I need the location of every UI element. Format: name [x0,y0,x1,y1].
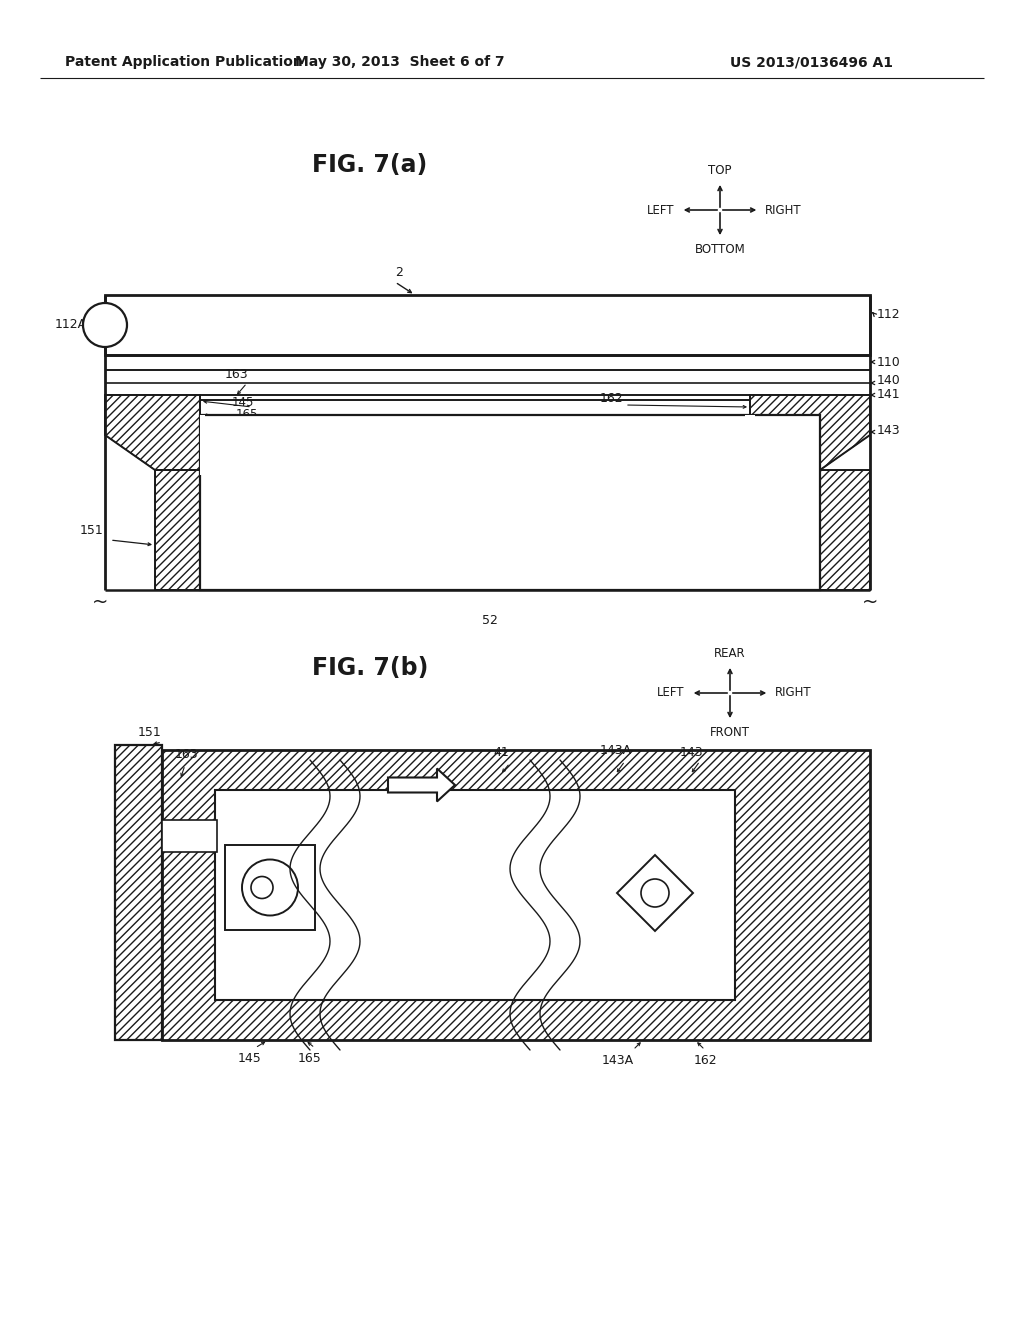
Text: REAR: REAR [714,647,745,660]
Text: FIG. 7(a): FIG. 7(a) [312,153,428,177]
Text: LEFT: LEFT [647,203,675,216]
Text: 162: 162 [693,1053,717,1067]
Bar [200,414,205,475]
Text: 145: 145 [239,1052,262,1064]
Text: Patent Application Publication: Patent Application Publication [65,55,303,69]
Bar [200,414,820,590]
Text: 163: 163 [175,748,199,762]
Bar [215,789,735,1001]
Text: 110: 110 [877,355,901,368]
Circle shape [251,876,273,899]
Polygon shape [388,768,455,801]
Text: 143A: 143A [600,744,632,758]
Bar [105,294,870,355]
Bar [745,414,755,475]
Circle shape [242,859,298,916]
Text: FIG. 7(b): FIG. 7(b) [312,656,428,680]
Text: 112: 112 [877,309,901,322]
Text: 162: 162 [600,392,624,405]
Text: TOP: TOP [709,164,732,177]
Text: ~: ~ [862,593,879,611]
Text: 112A: 112A [55,318,87,331]
Text: 143: 143 [877,424,901,437]
Bar [115,744,162,1040]
Text: 143: 143 [680,746,703,759]
Polygon shape [617,855,693,931]
Text: 143A: 143A [602,1053,634,1067]
Text: 165: 165 [298,1052,322,1064]
Bar [225,845,315,931]
Text: 2: 2 [395,265,402,279]
Bar [162,820,217,851]
Text: 145: 145 [232,396,254,408]
Text: ~: ~ [92,593,109,611]
Text: 151: 151 [80,524,103,536]
Text: May 30, 2013  Sheet 6 of 7: May 30, 2013 Sheet 6 of 7 [295,55,505,69]
Text: US 2013/0136496 A1: US 2013/0136496 A1 [730,55,893,69]
Circle shape [641,879,669,907]
Bar [155,470,200,590]
Text: BOTTOM: BOTTOM [694,243,745,256]
Text: RIGHT: RIGHT [765,203,802,216]
Text: 140: 140 [877,375,901,388]
Bar [162,750,870,1040]
Polygon shape [105,395,200,470]
Polygon shape [750,395,870,470]
Text: RIGHT: RIGHT [775,686,812,700]
Text: FRONT: FRONT [710,726,750,739]
Bar [155,470,200,590]
Bar [820,470,870,590]
Text: 163: 163 [225,368,249,381]
Circle shape [83,304,127,347]
Bar [162,750,870,1040]
Text: 41: 41 [493,747,509,759]
Text: LEFT: LEFT [657,686,685,700]
Text: 165: 165 [236,408,258,421]
Text: 52: 52 [482,614,498,627]
Bar [820,470,870,590]
Text: 141: 141 [877,388,901,400]
Text: 151: 151 [138,726,162,739]
Bar [115,744,162,1040]
